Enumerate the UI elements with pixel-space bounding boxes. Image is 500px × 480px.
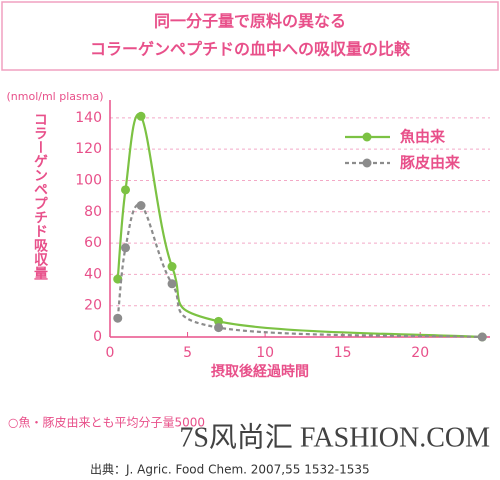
title-line: コラーゲンペプチドの血中への吸収量の比較 [90,40,411,59]
data-point [167,262,177,272]
title-line: 同一分子量で原料の異なる [154,12,346,31]
data-point [121,185,131,195]
x-axis-label: 摂取後経過時間 [211,363,309,380]
data-point [214,323,224,333]
x-tick-label: 20 [411,345,429,361]
y-tick-label: 40 [84,266,102,282]
y-axis-label: コラーゲンペプチド吸収量 [32,112,48,281]
data-point [136,200,146,210]
y-tick-label: 80 [84,204,102,220]
y-tick-label: 100 [75,172,102,188]
series-line [116,113,483,339]
legend-marker [362,132,372,142]
data-point [214,316,224,326]
y-tick-label: 60 [84,235,102,251]
data-point [167,279,177,289]
y-tick-label: 0 [93,329,102,345]
x-tick-label: 15 [334,345,352,361]
legend-label: 豚皮由来 [400,154,461,172]
data-point [477,332,487,342]
x-tick-label: 5 [183,345,192,361]
y-tick-label: 140 [75,110,102,126]
watermark: 7S风尚汇 FASHION.COM [179,421,490,453]
data-point [121,243,131,253]
x-tick-label: 10 [256,345,274,361]
y-tick-label: 120 [75,141,102,157]
data-point [136,111,146,121]
x-tick-label: 0 [106,345,115,361]
note: ○魚・豚皮由来とも平均分子量5000 [8,416,205,430]
y-unit: (nmol/ml plasma) [7,90,104,103]
title-box [1,1,499,71]
source: 出典：J. Agric. Food Chem. 2007,55 1532-153… [90,463,370,477]
data-point [113,313,123,323]
y-tick-label: 20 [84,298,102,314]
legend-label: 魚由来 [400,128,446,146]
legend-marker [362,158,372,168]
